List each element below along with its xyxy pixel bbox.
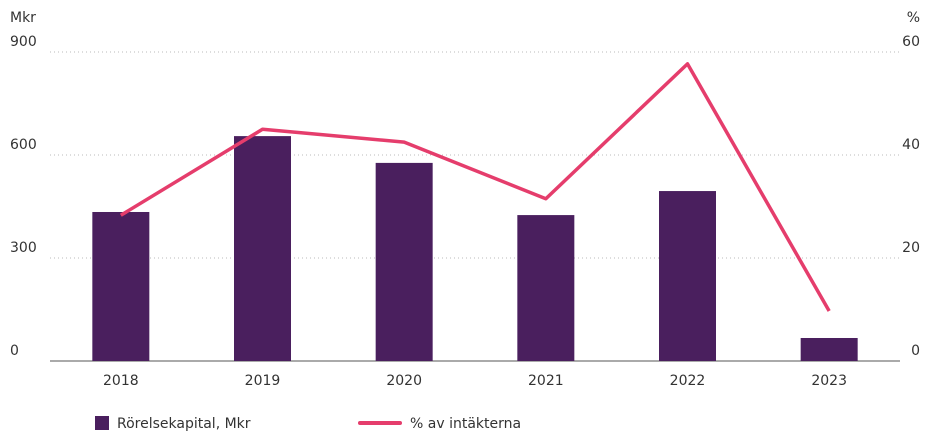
x-tick-label: 2021 [528, 373, 564, 389]
y-tick-label: 300 [10, 240, 37, 256]
bar [234, 136, 291, 361]
bar [92, 211, 150, 361]
y2-tick-label: 40 [902, 137, 920, 153]
x-tick-label: 2023 [811, 373, 847, 389]
bar [375, 162, 433, 361]
y-tick-label: 900 [10, 34, 37, 50]
x-tick-label: 2020 [386, 373, 422, 389]
legend-label: % av intäkterna [410, 416, 521, 432]
legend-swatch [95, 416, 109, 430]
legend-label: Rörelsekapital, Mkr [117, 416, 251, 432]
y2-tick-label: 60 [902, 34, 920, 50]
y2-axis-label: % [907, 10, 920, 26]
y-tick-label: 600 [10, 137, 37, 153]
bar [800, 337, 858, 361]
line [119, 62, 831, 312]
bar [517, 215, 575, 361]
bar [659, 191, 716, 361]
x-tick-label: 2019 [245, 373, 281, 389]
x-tick-label: 2022 [670, 373, 706, 389]
y2-tick-label: 0 [911, 343, 920, 359]
y-axis-label: Mkr [10, 10, 36, 26]
x-tick-label: 2018 [103, 373, 139, 389]
y-tick-label: 0 [10, 343, 19, 359]
y2-tick-label: 20 [902, 240, 920, 256]
